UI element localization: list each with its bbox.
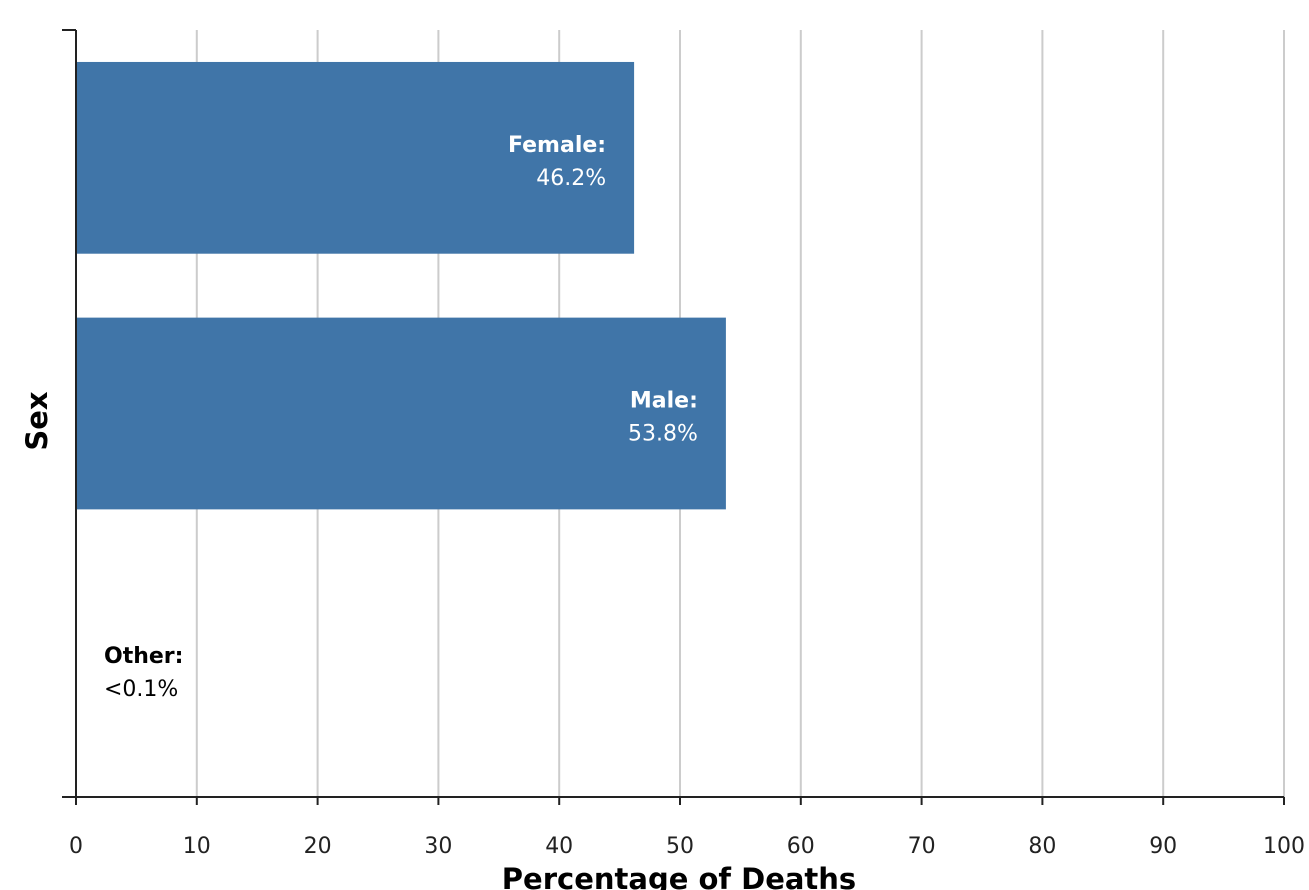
- data-label-name: Male:: [630, 389, 698, 414]
- y-axis-title: Sex: [20, 391, 54, 451]
- x-tick-label: 50: [666, 834, 694, 859]
- x-tick-label: 70: [908, 834, 936, 859]
- data-labels: Female: 46.2% Male: 53.8% Other: <0.1%: [104, 133, 698, 702]
- x-tick-label: 80: [1028, 834, 1056, 859]
- data-label-value: 53.8%: [628, 422, 698, 447]
- data-label-value: <0.1%: [104, 677, 178, 702]
- x-tick-label: 20: [304, 834, 332, 859]
- x-axis-title: Percentage of Deaths: [502, 862, 856, 890]
- bar-female: [76, 61, 635, 254]
- x-tick-label: 30: [424, 834, 452, 859]
- x-tick-label: 0: [69, 834, 83, 859]
- bars: [76, 61, 726, 766]
- data-label-name: Female:: [508, 133, 606, 158]
- x-tick-label: 90: [1149, 834, 1177, 859]
- axes: [62, 29, 1284, 798]
- x-tick-label: 10: [183, 834, 211, 859]
- x-tick-labels: 0 10 20 30 40 50 60 70 80 90 100: [69, 797, 1305, 859]
- x-tick-label: 100: [1263, 834, 1305, 859]
- x-tick-label: 60: [787, 834, 815, 859]
- data-label-name: Other:: [104, 644, 183, 669]
- bar-male: [76, 317, 726, 510]
- x-tick-label: 40: [545, 834, 573, 859]
- data-label-value: 46.2%: [536, 166, 606, 191]
